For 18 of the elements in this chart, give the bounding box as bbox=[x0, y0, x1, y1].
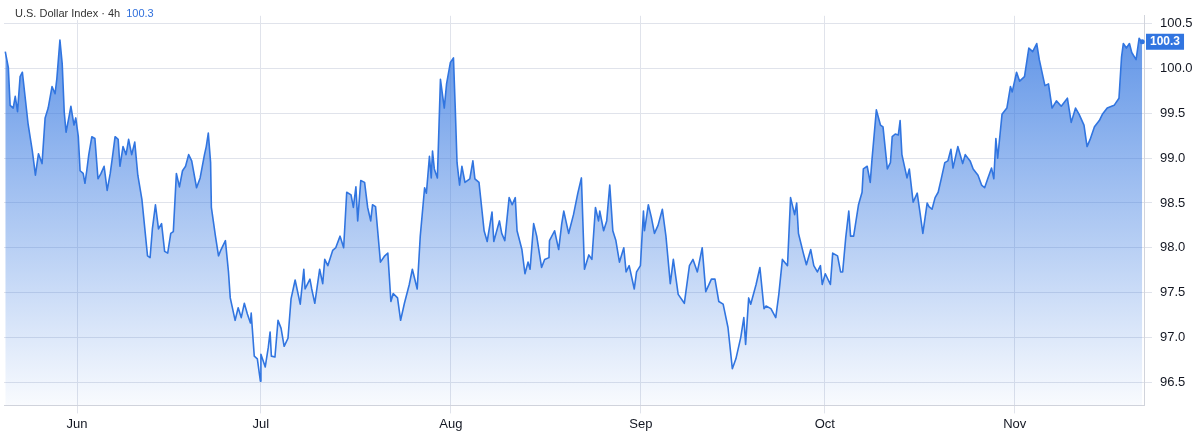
x-tick-label: Nov bbox=[1003, 415, 1027, 431]
annotation: 100.3 bbox=[126, 7, 154, 19]
y-tick-label: 99.5 bbox=[1160, 105, 1186, 120]
chart-title: U.S. Dollar Index · 4h bbox=[15, 7, 121, 19]
x-tick-label: Jul bbox=[252, 415, 270, 431]
annotation: 100.3 bbox=[1150, 34, 1181, 49]
y-tick-label: 99.0 bbox=[1160, 149, 1186, 165]
y-tick-label: 98.5 bbox=[1160, 194, 1186, 210]
x-tick-label: Sep bbox=[629, 415, 653, 431]
x-tick-label: Oct bbox=[814, 415, 836, 431]
y-tick-label: 100.5 bbox=[1160, 15, 1193, 31]
y-tick-label: 97.5 bbox=[1160, 284, 1186, 300]
y-tick-label: 97.0 bbox=[1160, 328, 1186, 344]
x-tick-label: Jun bbox=[66, 415, 88, 431]
y-tick-label: 96.5 bbox=[1160, 373, 1186, 389]
x-tick-label: Aug bbox=[439, 415, 463, 431]
y-tick-label: 100.0 bbox=[1160, 60, 1193, 76]
y-tick-label: 98.0 bbox=[1160, 239, 1186, 255]
